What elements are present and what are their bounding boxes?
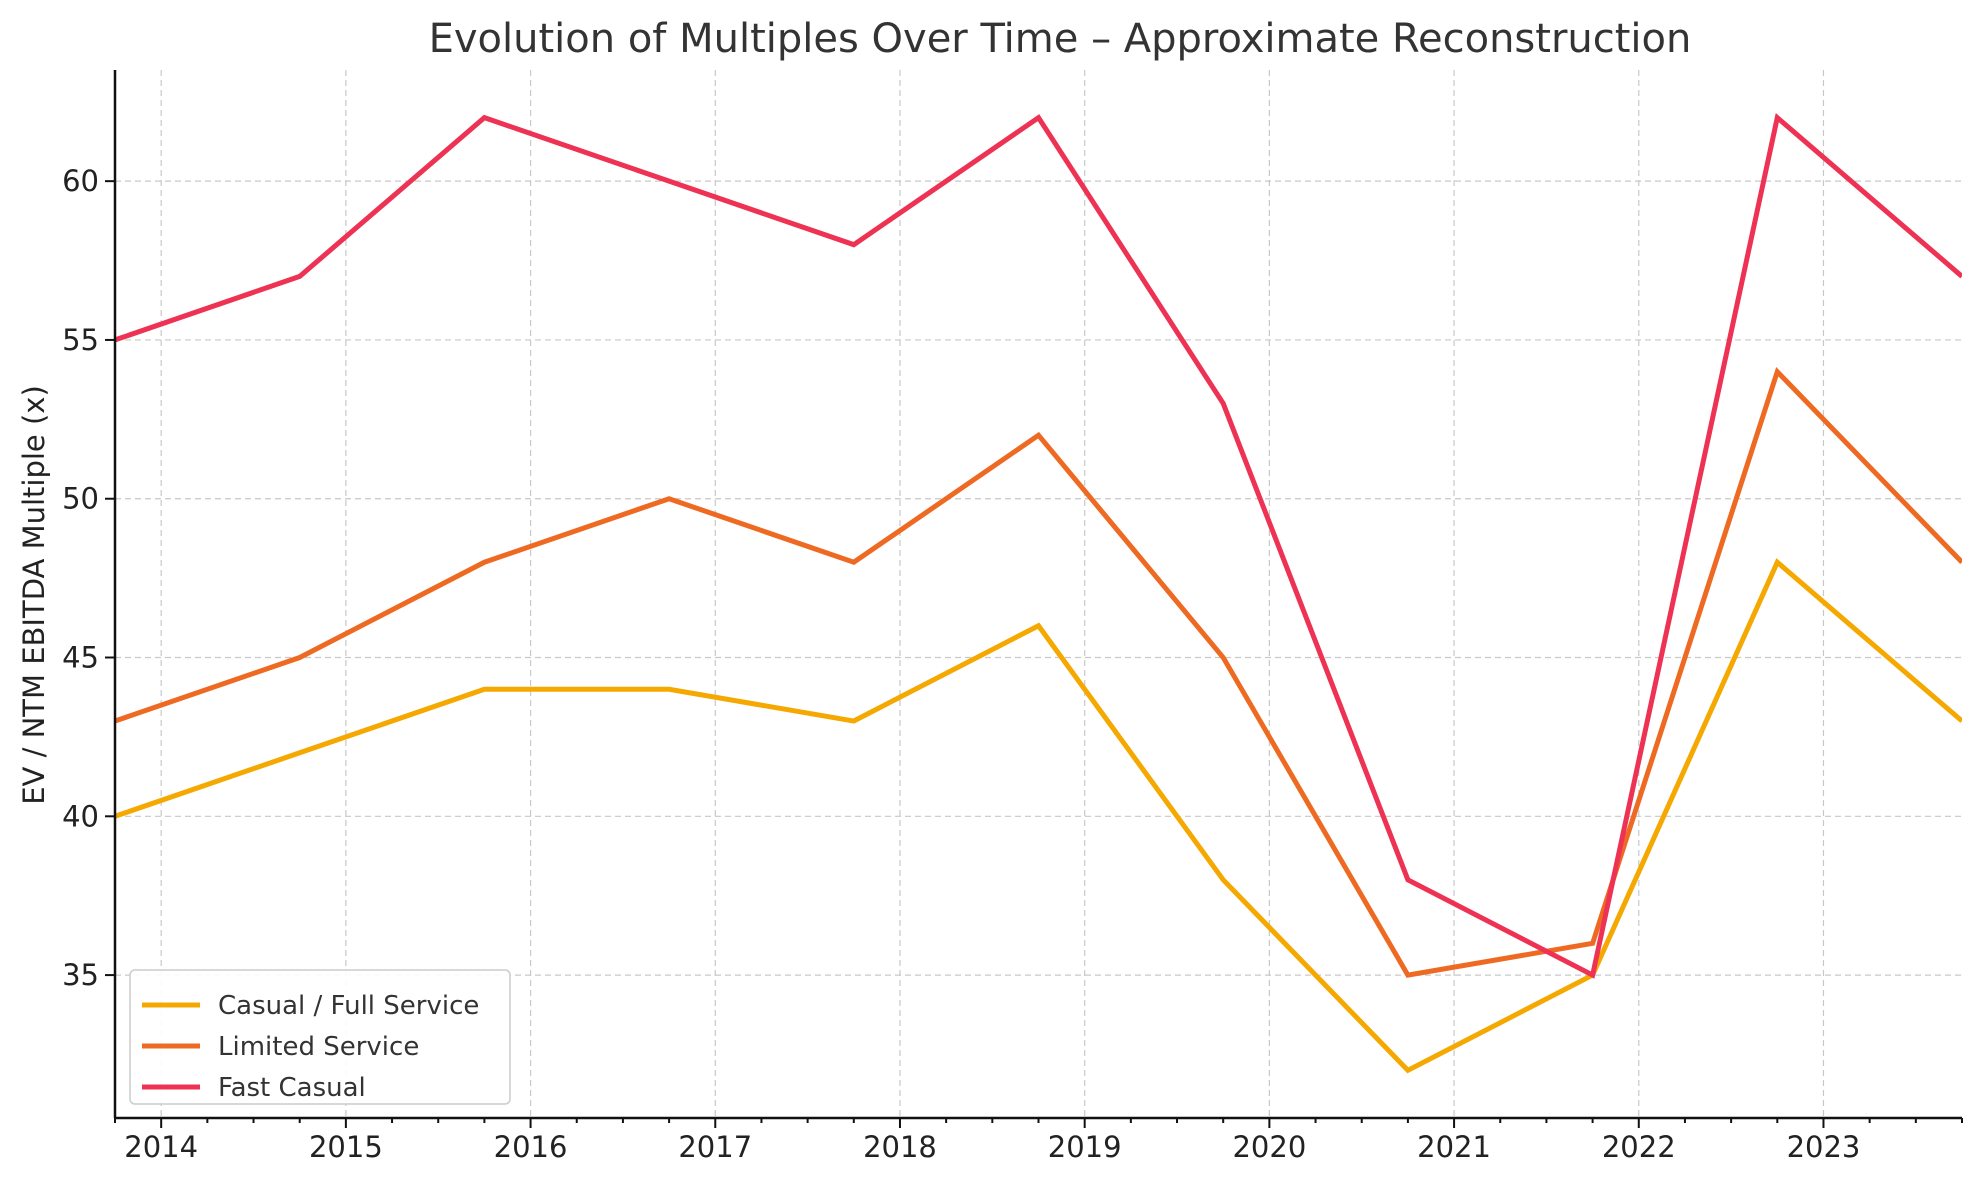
legend-label-limited-service: Limited Service [218, 1032, 419, 1062]
x-tick-label: 2020 [1232, 1130, 1306, 1164]
chart-title: Evolution of Multiples Over Time – Appro… [429, 16, 1692, 62]
legend-box [129, 969, 511, 1105]
x-tick-label: 2014 [124, 1130, 198, 1164]
x-tick-label: 2019 [1048, 1130, 1122, 1164]
x-tick-label: 2021 [1417, 1130, 1491, 1164]
legend: Casual / Full Service Limited Service Fast… [129, 969, 511, 1105]
legend-label-fast-casual: Fast Casual [218, 1073, 366, 1103]
x-tick-label: 2017 [678, 1130, 752, 1164]
y-tick-label: 35 [62, 958, 99, 992]
x-tick-label: 2015 [309, 1130, 383, 1164]
legend-label-casual-full-service: Casual / Full Service [218, 991, 479, 1021]
x-tick-label: 2016 [494, 1130, 568, 1164]
y-tick-label: 55 [62, 323, 99, 357]
y-tick-label: 40 [62, 799, 99, 833]
ticks: 2014 2015 2016 2017 2018 2019 2020 2021 2022 2023… [62, 164, 1963, 1164]
y-tick-label: 60 [62, 164, 99, 198]
x-tick-label: 2023 [1787, 1130, 1861, 1164]
x-tick-label: 2018 [863, 1130, 937, 1164]
grid [115, 70, 1962, 1118]
axes [113, 70, 1962, 1120]
y-tick-label: 45 [62, 641, 99, 675]
series-line-casual-full-service [115, 558, 1962, 1074]
series-line-limited-service [115, 366, 1962, 978]
y-tick-label: 50 [62, 482, 99, 516]
series-layer [115, 112, 1962, 1074]
x-tick-label: 2022 [1602, 1130, 1676, 1164]
series-line-fast-casual [115, 112, 1962, 979]
y-axis-label: EV / NTM EBITDA Multiple (x) [17, 385, 51, 805]
